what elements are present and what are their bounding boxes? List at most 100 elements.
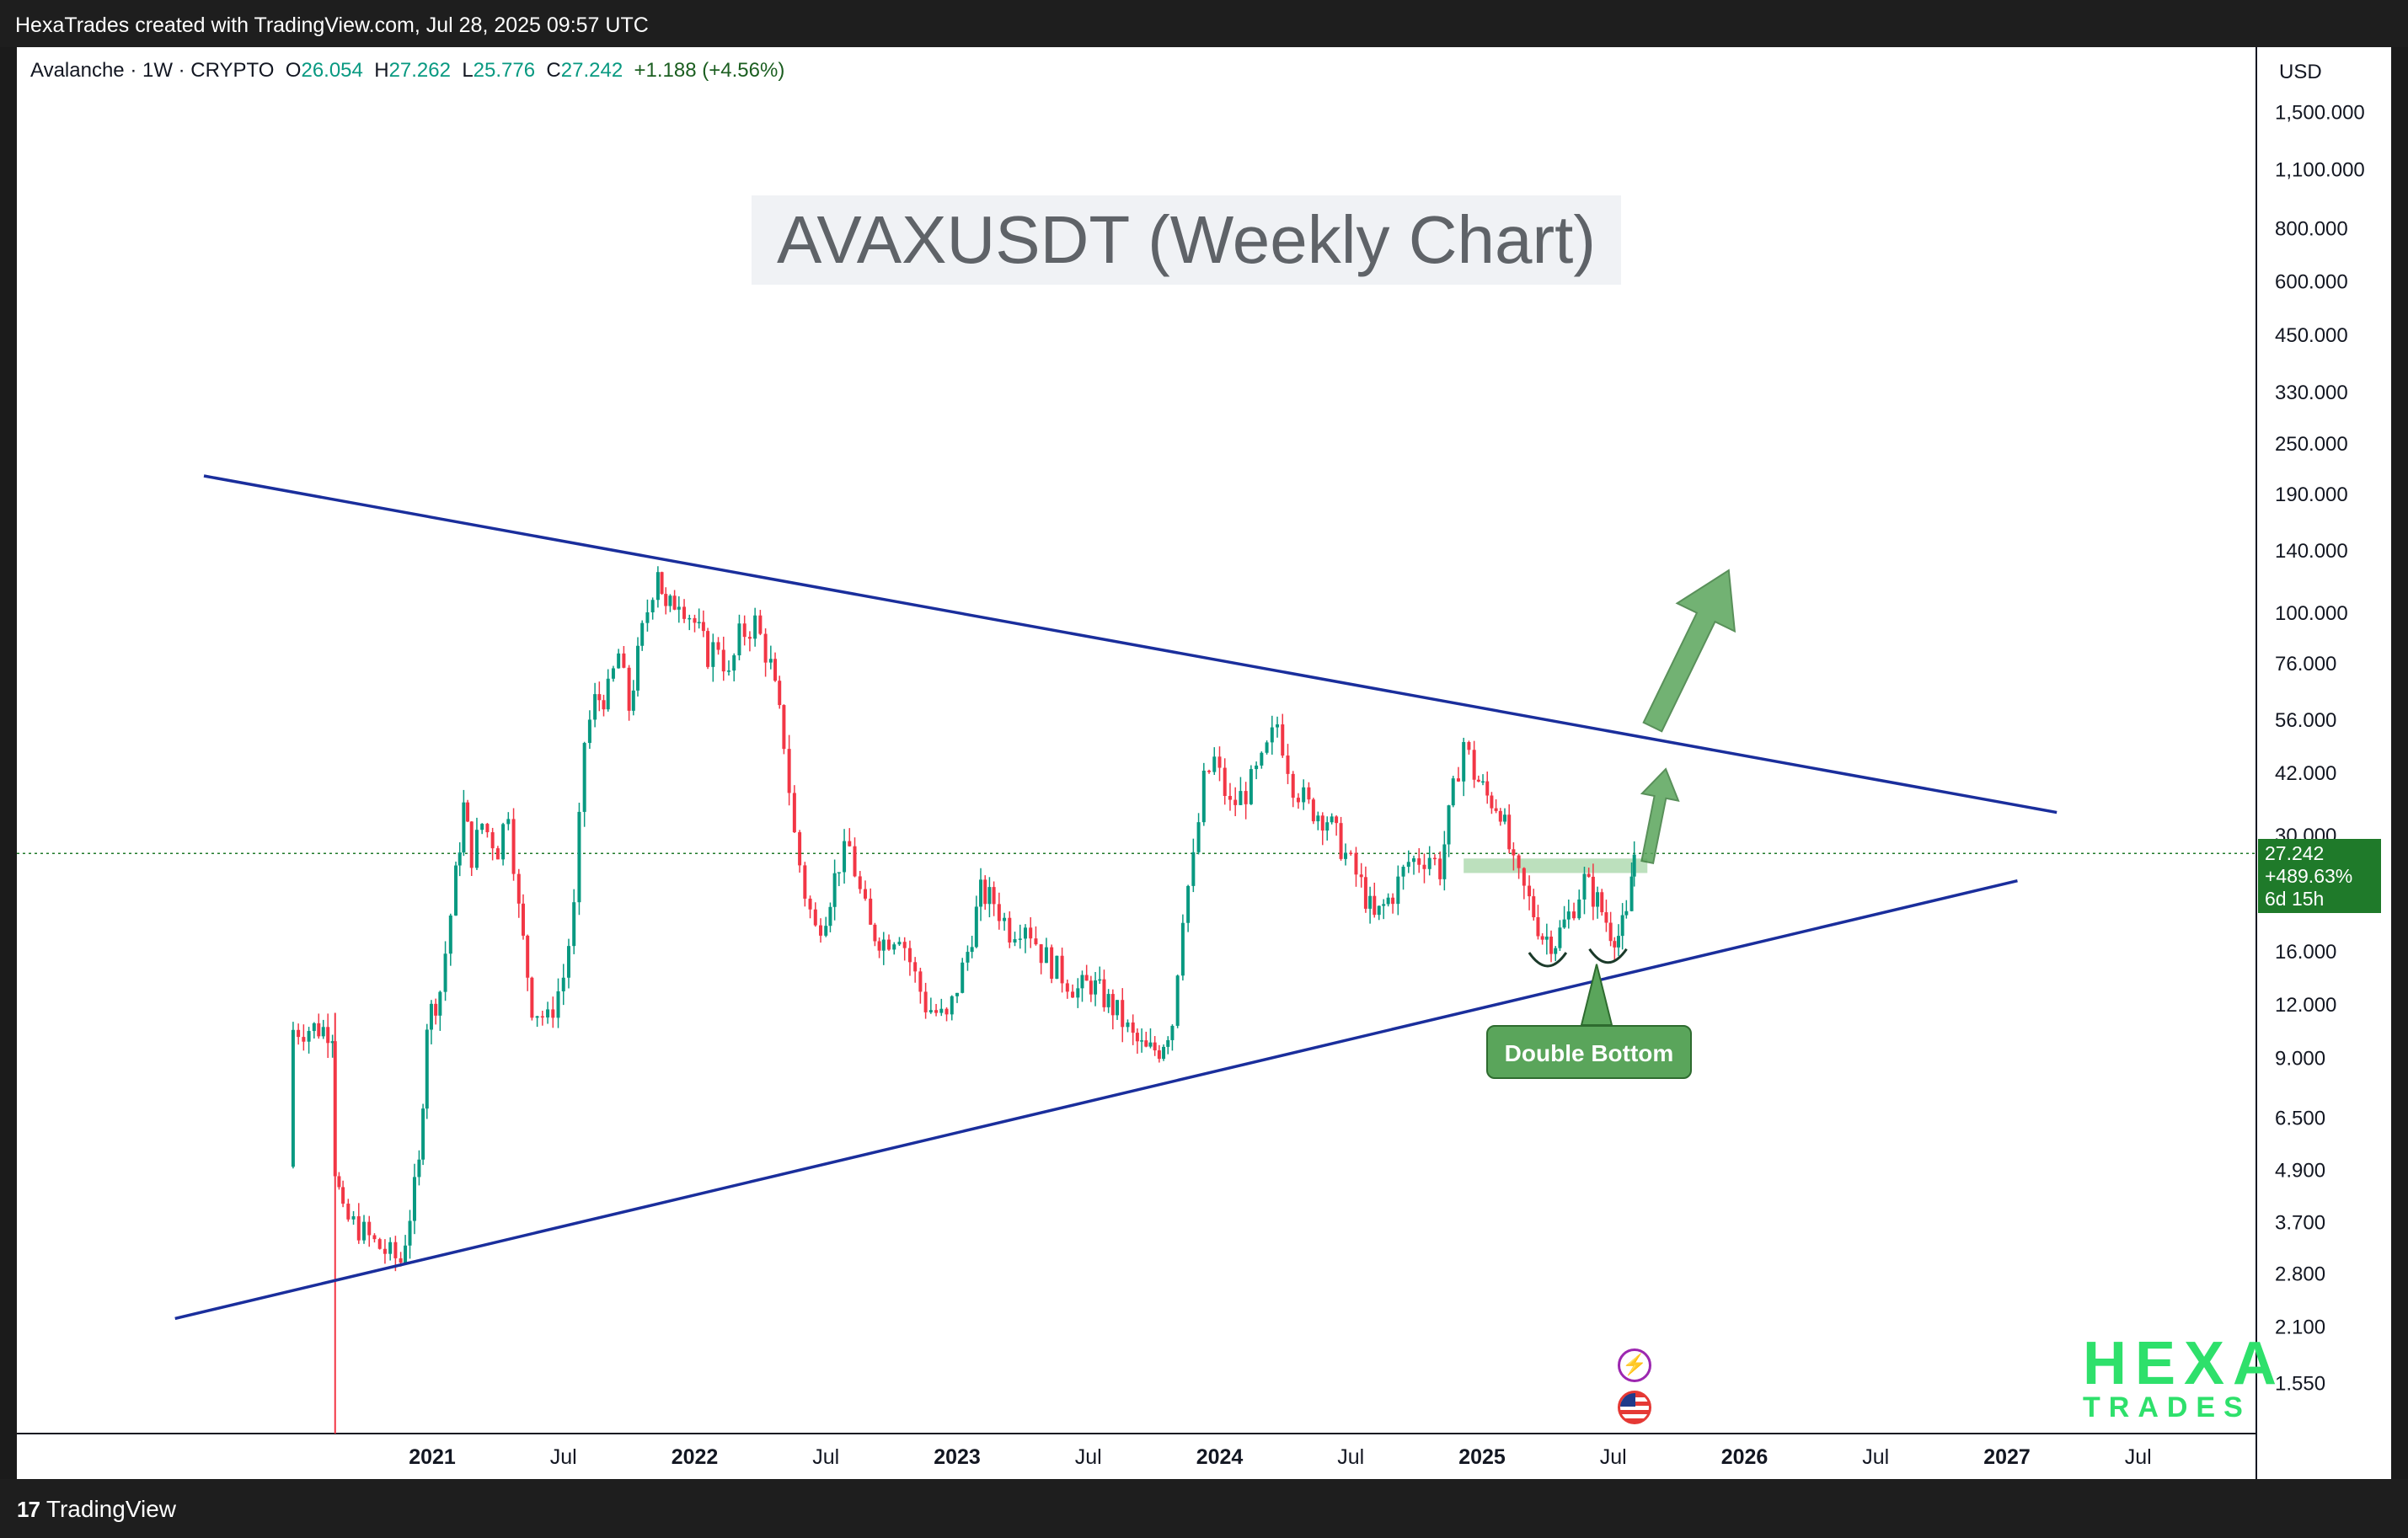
candle-body <box>546 1009 550 1017</box>
candle-body <box>291 1029 295 1167</box>
candle-body <box>1391 897 1395 905</box>
chart-canvas[interactable]: 1,500.000 1,100.000 800.000 600.000 450.000 3… <box>17 47 2391 1479</box>
candle-body <box>526 935 530 978</box>
candle-body <box>1157 1050 1161 1060</box>
candle-body <box>1512 849 1516 856</box>
time-tick-label: 2026 <box>1721 1445 1769 1469</box>
candle-body <box>1532 896 1536 917</box>
candle-body <box>566 946 570 978</box>
double-bottom-arc-1 <box>1528 952 1568 968</box>
candle-body <box>1442 844 1447 879</box>
candle-body <box>1472 750 1476 780</box>
candle-body <box>778 681 782 706</box>
candle-body <box>688 617 692 620</box>
price-axis-ticks[interactable]: 1,500.000 1,100.000 800.000 600.000 450.000 3… <box>2275 102 2365 1396</box>
candle-body <box>1255 765 1259 770</box>
candle-body <box>506 819 511 825</box>
candle-body <box>1008 917 1012 943</box>
candle-body <box>1089 980 1093 995</box>
candle-body <box>706 631 710 667</box>
candle-body <box>438 991 442 1016</box>
candle-body <box>737 623 741 656</box>
candle-body <box>362 1221 367 1241</box>
lightning-icon[interactable]: ⚡ <box>1618 1348 1651 1382</box>
candle-body <box>858 876 862 889</box>
chart-panel[interactable]: 1,500.000 1,100.000 800.000 600.000 450.000 3… <box>17 47 2391 1479</box>
candle-body <box>1476 779 1480 782</box>
time-tick-label: Jul <box>1862 1445 1889 1469</box>
candle-body <box>1467 742 1471 750</box>
candle-body <box>1307 787 1311 800</box>
candle-body <box>1034 938 1038 945</box>
attribution-bar: HexaTrades created with TradingView.com,… <box>0 0 2408 47</box>
candle-body <box>1349 852 1353 854</box>
chart-title[interactable]: AVAXUSDT (Weekly Chart) <box>752 195 1621 285</box>
candle-body <box>597 694 602 701</box>
candle-body <box>421 1108 425 1160</box>
candle-body <box>1153 1042 1157 1051</box>
time-axis-ticks[interactable]: 2021 Jul 2022 Jul 2023 Jul 2024 Jul 2025 Jul 2026 J… <box>409 1445 2152 1469</box>
trendline-layer <box>174 474 2058 1321</box>
legend-symbol[interactable]: Avalanche · 1W · CRYPTO <box>30 59 275 82</box>
candle-body <box>1055 955 1059 980</box>
candle-body <box>1131 1022 1135 1033</box>
candle-body <box>1102 979 1106 1007</box>
tradingview-logo[interactable]: 17 TradingView <box>17 1496 176 1523</box>
legend-open-label: O <box>285 59 302 82</box>
candle-body <box>1065 983 1069 992</box>
time-tick-label: Jul <box>2125 1445 2152 1469</box>
candle-body <box>516 873 521 904</box>
symbol-legend[interactable]: Avalanche · 1W · CRYPTO O26.054 H27.262 … <box>30 59 784 83</box>
candle-body <box>1417 858 1421 865</box>
candle-body <box>1311 799 1315 822</box>
time-tick-label: 2021 <box>409 1445 456 1469</box>
candle-body <box>631 690 635 711</box>
candle-body <box>934 1010 939 1013</box>
candle-body <box>902 942 907 948</box>
double-bottom-callout[interactable]: Double Bottom <box>1486 1025 1692 1079</box>
candle-body <box>1447 805 1451 845</box>
candle-body <box>1244 791 1248 804</box>
candle-body <box>1490 795 1494 809</box>
candle-body <box>1217 756 1222 768</box>
time-tick-label: 2022 <box>672 1445 719 1469</box>
price-tick-label: 330.000 <box>2275 382 2348 404</box>
candle-body <box>843 841 847 873</box>
candle-body <box>711 642 715 667</box>
candle-body <box>346 1204 350 1220</box>
candle-body <box>1135 1033 1139 1042</box>
candle-body <box>1191 852 1196 886</box>
candle-body <box>787 749 791 793</box>
candle-body <box>897 942 902 945</box>
candle-body <box>1325 822 1330 831</box>
candle-body <box>1596 892 1600 907</box>
candle-body <box>326 1027 330 1044</box>
candle-body <box>928 1010 933 1012</box>
candle-body <box>913 962 918 972</box>
candle-body <box>1396 876 1400 905</box>
candle-body <box>763 633 768 663</box>
time-tick-label: Jul <box>1600 1445 1627 1469</box>
double-bottom-arc-2 <box>1588 948 1628 964</box>
hexatrades-logo: HEXA TRADES <box>2083 1333 2285 1422</box>
candle-body <box>1406 862 1410 868</box>
candle-body <box>808 898 812 910</box>
candle-body <box>458 852 462 866</box>
legend-open: 26.054 <box>301 59 363 82</box>
currency-label[interactable]: USD <box>2279 61 2322 83</box>
candle-body <box>987 887 992 905</box>
candle-body <box>803 865 807 899</box>
candle-body <box>1373 895 1377 916</box>
price-tick-label: 4.900 <box>2275 1160 2325 1183</box>
candle-body <box>582 743 586 812</box>
last-price-change: +489.63% <box>2265 865 2353 887</box>
time-tick-label: Jul <box>1337 1445 1364 1469</box>
candle-body <box>881 939 886 951</box>
candle-body <box>1359 874 1363 878</box>
candle-body <box>383 1248 387 1254</box>
candle-body <box>501 824 506 860</box>
legend-low: 25.776 <box>473 59 536 82</box>
candle-body <box>1363 877 1367 909</box>
us-flag-icon[interactable] <box>1618 1391 1651 1424</box>
candle-body <box>434 1003 438 1016</box>
